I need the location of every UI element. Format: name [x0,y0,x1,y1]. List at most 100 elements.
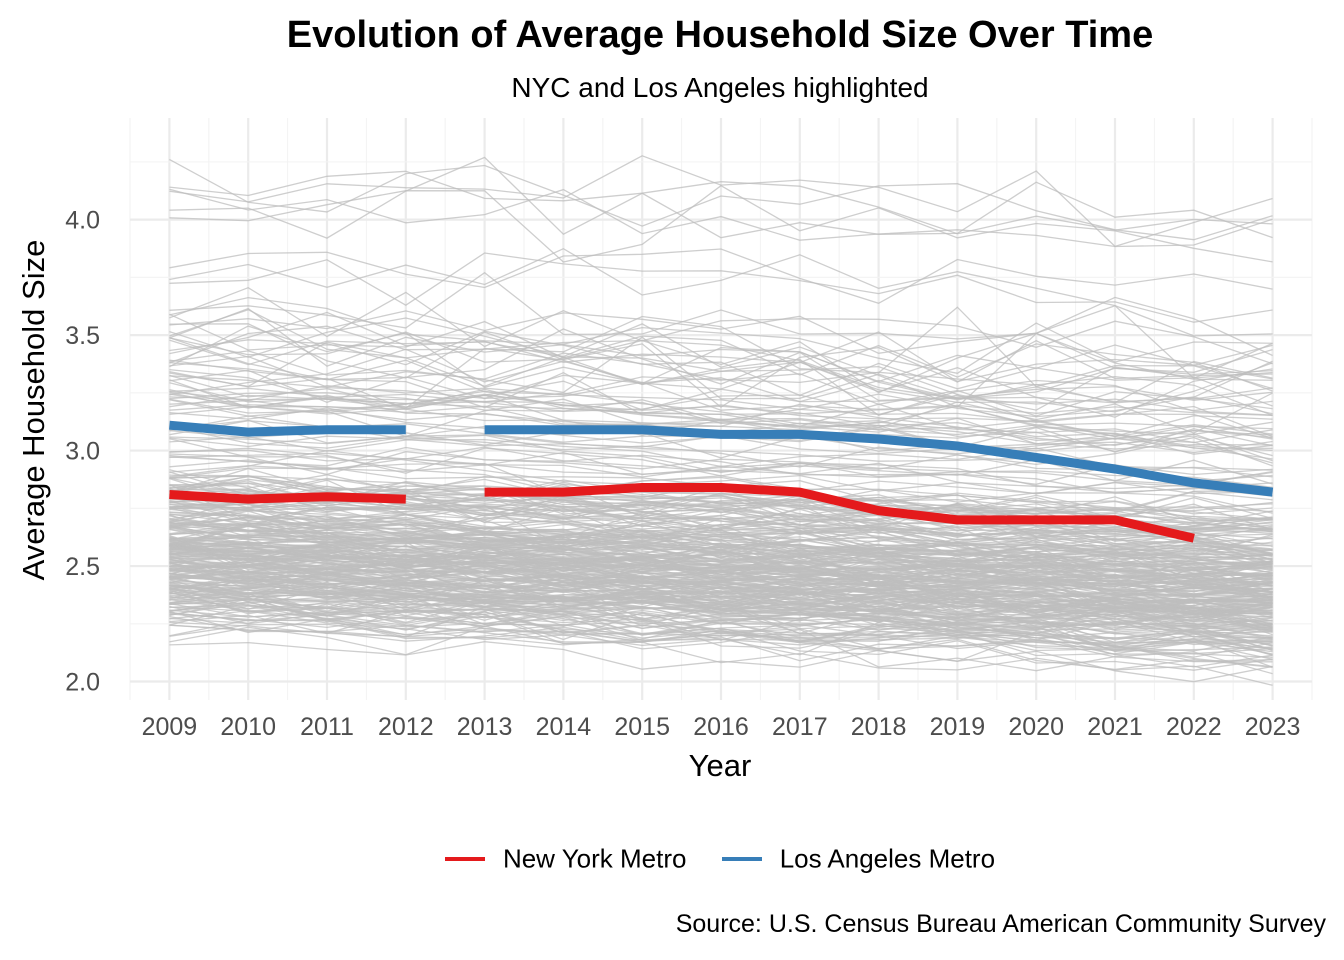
y-tick-label: 3.0 [65,438,100,466]
background-metro-line [169,573,1273,618]
background-metro-line [169,497,1273,540]
background-metro-line [169,542,1273,594]
background-metro-line [169,436,1273,478]
background-metro-line [169,469,1273,514]
background-metro-line [169,602,1273,663]
background-metro-line [169,572,1273,612]
background-metro-line [169,567,1273,609]
background-metro-line [169,271,1273,357]
background-metro-line [169,605,1273,647]
background-metro-line [169,578,1273,646]
background-metro-line [169,585,1273,622]
background-metro-line [169,170,1273,235]
background-metro-line [169,156,1273,239]
background-metro-line [169,247,1273,337]
series-line-segment [169,490,406,504]
background-metro-line [169,624,1273,671]
background-metro-line [169,325,1273,394]
background-metro-line [169,597,1273,639]
background-metro-line [169,579,1273,628]
background-metro-line [169,425,1273,468]
background-metro-line [169,610,1273,658]
background-metro-line [169,304,1273,380]
background-metro-line [169,328,1273,402]
background-metro-line [169,336,1273,404]
x-axis-label: Year [689,748,752,783]
background-metro-line [169,615,1273,675]
background-metro-line [169,587,1273,648]
background-metro-line [169,503,1273,557]
x-tick-label: 2016 [693,713,749,741]
background-metro-line [169,323,1273,408]
background-metro-line [169,586,1273,646]
background-metro-line [169,158,1273,241]
x-tick-label: 2020 [1008,713,1064,741]
background-metro-line [169,438,1273,486]
x-tick-label: 2009 [142,713,198,741]
background-metro-line [169,317,1273,408]
source-caption: Source: U.S. Census Bureau American Comm… [675,910,1326,938]
chart-title: Evolution of Average Household Size Over… [286,14,1154,56]
x-tick-label: 2014 [536,713,592,741]
plot-area: 2.0 2.5 3.0 3.5 4.0 2009 2010 2011 2012 2013 2014… [16,118,1313,783]
x-tick-label: 2015 [614,713,670,741]
background-metro-line [169,519,1273,579]
background-metro-line [169,446,1273,485]
background-metro-line [169,576,1273,619]
background-metro-line [169,347,1273,417]
background-metro-line [169,385,1273,418]
background-metro-line [169,564,1273,613]
x-tick-label: 2010 [220,713,276,741]
background-metro-line [169,555,1273,600]
background-metro-line [169,361,1273,418]
legend-swatch-la [721,857,762,862]
background-metro-line [169,393,1273,455]
background-metro-line [169,610,1273,668]
background-metro-line [169,529,1273,585]
chart-subtitle: NYC and Los Angeles highlighted [511,72,929,103]
background-metro-line [169,579,1273,649]
background-metro-line [169,311,1273,383]
x-tick-label: 2022 [1166,713,1222,741]
background-metro-line [169,641,1273,683]
background-metro-line [169,551,1273,605]
background-metro-line [169,612,1273,652]
background-metro-line [169,331,1273,410]
background-metro-line [169,546,1273,585]
series-los-angeles-metro [169,420,1274,497]
x-tick-label: 2021 [1087,713,1143,741]
legend-label-nyc: New York Metro [502,843,687,874]
background-metro-line [169,458,1273,497]
x-tick-label: 2012 [378,713,434,741]
background-metro-line [169,477,1273,523]
highlighted-series [169,420,1274,543]
series-line-segment [169,420,406,437]
series-new-york-metro [169,483,1195,543]
background-metro-line [169,392,1273,438]
y-tick-label: 2.5 [65,553,100,581]
background-metro-line [169,403,1273,442]
legend-item-la: Los Angeles Metro [721,842,995,875]
background-metro-line [169,296,1273,374]
background-metro-line [169,518,1273,577]
background-metro-line [169,352,1273,417]
background-metro-line [169,306,1273,390]
x-tick-label: 2019 [930,713,986,741]
background-metro-line [169,504,1273,530]
background-metro-line [169,544,1273,594]
legend-swatch-nyc [444,857,485,862]
x-tick-label: 2023 [1245,713,1301,741]
y-tick-label: 3.5 [65,322,100,350]
legend-item-nyc: New York Metro [444,842,687,875]
x-tick-label: 2017 [772,713,828,741]
series-line-segment [484,425,1274,497]
y-tick-label: 2.0 [65,669,100,697]
background-metro-line [169,313,1273,392]
series-line-segment [484,483,1195,543]
background-metro-line [169,566,1273,619]
y-tick-labels: 2.0 2.5 3.0 3.5 4.0 [65,207,100,697]
background-metro-line [169,155,1273,248]
legend: New York Metro Los Angeles Metro [0,842,1344,875]
x-tick-label: 2018 [851,713,907,741]
